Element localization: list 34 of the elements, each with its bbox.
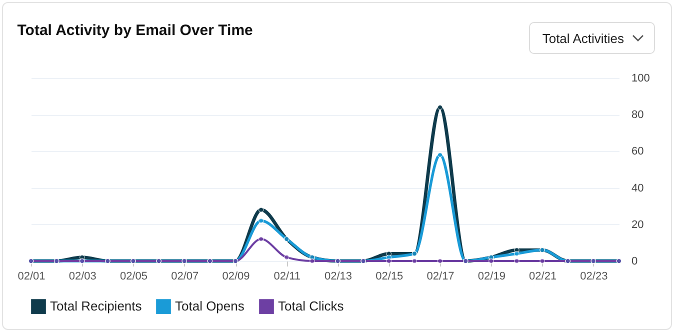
x-tick-label: 02/21	[529, 270, 557, 282]
point	[437, 104, 443, 110]
point	[258, 236, 264, 242]
point	[258, 218, 264, 224]
legend-label: Total Opens	[175, 298, 245, 314]
x-tick-label: 02/07	[171, 270, 199, 282]
y-tick-label: 80	[632, 109, 644, 122]
x-tick-label: 02/15	[376, 270, 404, 282]
x-tick-label: 02/11	[274, 270, 301, 282]
legend-label: Total Recipients	[50, 298, 142, 314]
point	[540, 258, 545, 264]
point	[514, 251, 520, 256]
point	[284, 254, 290, 260]
point	[488, 258, 494, 264]
y-tick-label: 0	[632, 256, 638, 268]
point	[386, 258, 392, 264]
x-tick-label: 02/03	[68, 270, 96, 282]
x-tick-label: 02/05	[120, 270, 148, 282]
chart-title: Total Activity by Email Over Time	[17, 22, 253, 39]
legend-label: Total Clicks	[278, 298, 344, 314]
point	[437, 258, 443, 264]
y-tick-label: 100	[632, 72, 650, 84]
x-tick-label: 02/01	[18, 270, 46, 282]
x-tick-label: 02/23	[580, 270, 608, 282]
x-tick-label: 02/19	[478, 270, 506, 282]
x-tick-label: 02/17	[426, 270, 454, 282]
y-tick-label: 60	[632, 146, 644, 158]
y-tick-label: 40	[632, 182, 644, 194]
x-tick-label: 02/13	[324, 270, 352, 282]
point	[258, 207, 264, 212]
text: Total Activities	[542, 30, 624, 46]
x-tick-label: 02/09	[222, 270, 250, 282]
y-tick-label: 20	[632, 218, 644, 231]
point	[437, 152, 443, 158]
